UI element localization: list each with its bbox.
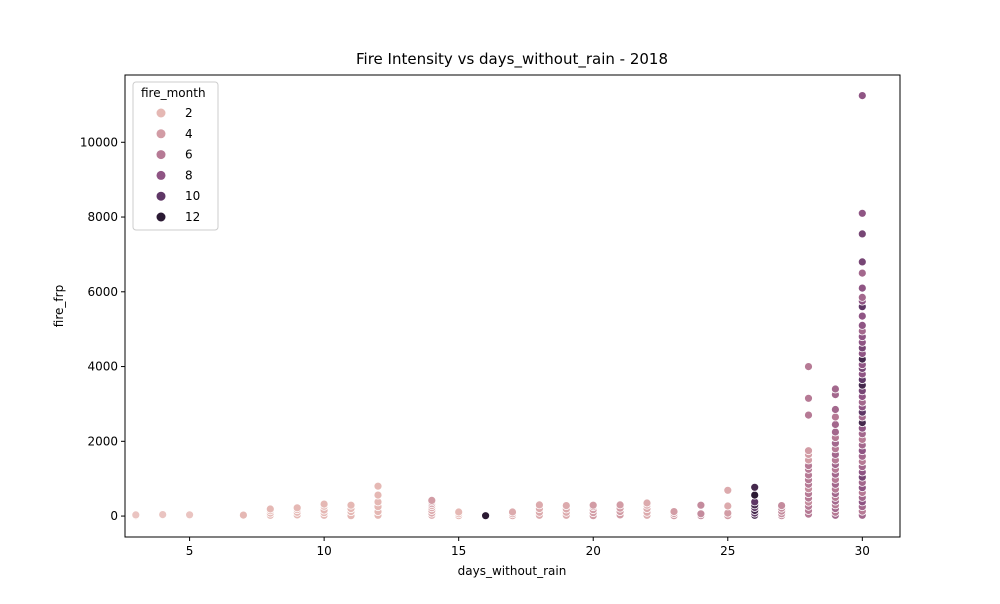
- x-tick-label: 20: [586, 544, 601, 558]
- data-point: [750, 490, 760, 500]
- legend-marker: [156, 191, 166, 201]
- data-point: [777, 501, 786, 511]
- data-point: [669, 507, 679, 517]
- data-point: [804, 393, 813, 403]
- data-point: [561, 501, 571, 511]
- data-point: [427, 495, 437, 505]
- data-point: [723, 501, 733, 511]
- data-point: [615, 500, 625, 510]
- points-layer: [131, 91, 867, 521]
- data-point: [857, 91, 867, 100]
- y-axis-ticks: 0 2000 4000 6000 8000 10000: [80, 135, 125, 523]
- data-point: [723, 485, 733, 495]
- data-point: [642, 498, 652, 508]
- x-tick-label: 10: [316, 544, 331, 558]
- data-point: [831, 384, 840, 394]
- legend-entries: 2 4 6 8 10 12: [156, 106, 200, 224]
- data-point: [831, 405, 840, 414]
- data-point: [238, 510, 248, 520]
- legend-label: 6: [185, 148, 193, 162]
- data-point: [804, 446, 813, 456]
- x-tick-label: 30: [855, 544, 870, 558]
- data-point: [804, 362, 813, 372]
- y-tick-label: 6000: [87, 285, 118, 299]
- legend-label: 4: [185, 127, 193, 141]
- y-axis-label: fire_frp: [52, 285, 66, 327]
- data-point: [804, 410, 813, 420]
- legend-marker: [156, 150, 166, 160]
- x-axis-ticks: 5 10 15 20 25 30: [186, 537, 870, 558]
- data-point: [185, 510, 195, 520]
- data-point: [454, 507, 464, 517]
- x-tick-label: 25: [720, 544, 735, 558]
- legend-marker: [156, 108, 166, 118]
- data-point: [831, 412, 840, 422]
- data-point: [346, 500, 356, 510]
- y-tick-label: 0: [110, 509, 118, 523]
- data-point: [857, 320, 867, 330]
- data-point: [319, 499, 329, 509]
- legend-frame: [132, 81, 219, 231]
- data-point: [857, 229, 867, 239]
- data-point: [696, 509, 706, 519]
- data-point: [373, 490, 383, 500]
- y-tick-label: 2000: [87, 434, 118, 448]
- data-point: [857, 292, 867, 302]
- data-point: [131, 510, 141, 520]
- data-point: [696, 500, 706, 510]
- data-point: [857, 268, 867, 278]
- data-point: [292, 503, 302, 513]
- y-tick-label: 4000: [87, 360, 118, 374]
- y-tick-label: 10000: [80, 135, 118, 149]
- x-tick-label: 5: [186, 544, 194, 558]
- data-point: [588, 500, 598, 510]
- data-point: [857, 283, 867, 293]
- legend-marker: [156, 129, 166, 139]
- data-point: [535, 500, 544, 510]
- data-point: [158, 510, 168, 519]
- data-point: [481, 511, 491, 521]
- data-point: [831, 427, 840, 437]
- data-point: [265, 504, 275, 514]
- legend: fire_month 2 4 6 8 10 12: [132, 81, 219, 231]
- x-tick-label: 15: [451, 544, 466, 558]
- plot-frame: [124, 74, 901, 538]
- x-axis-label: days_without_rain: [458, 564, 567, 578]
- legend-marker: [156, 170, 166, 180]
- data-point: [857, 257, 867, 267]
- legend-marker: [156, 212, 166, 222]
- data-point: [750, 482, 760, 492]
- data-point: [508, 507, 517, 517]
- data-point: [857, 208, 867, 218]
- legend-title: fire_month: [141, 86, 206, 100]
- data-point: [857, 311, 867, 321]
- y-tick-label: 8000: [87, 210, 118, 224]
- data-point: [373, 481, 383, 491]
- legend-label: 12: [185, 210, 200, 224]
- legend-label: 10: [185, 189, 200, 203]
- data-point: [831, 420, 840, 429]
- chart-title: Fire Intensity vs days_without_rain - 20…: [356, 50, 668, 69]
- legend-label: 2: [185, 106, 193, 120]
- legend-label: 8: [185, 168, 193, 182]
